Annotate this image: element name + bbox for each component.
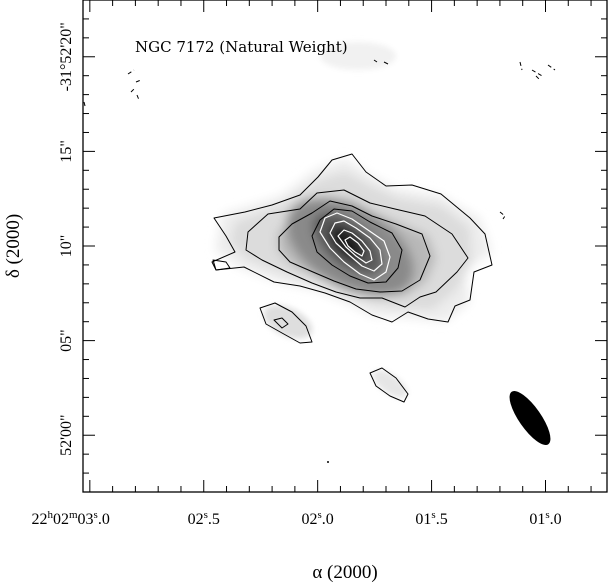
y-tick-labels: 52'00" 05" 10" 15" -31°52'20" xyxy=(58,22,75,456)
contour-level-1 xyxy=(211,153,493,323)
x-tick-label: 02s.0 xyxy=(302,509,334,528)
contour-lines xyxy=(83,59,556,463)
noise-speck-n xyxy=(373,59,389,65)
emission-island-s xyxy=(372,370,408,398)
y-tick-label: 52'00" xyxy=(58,415,75,456)
x-tick-label: 02s.5 xyxy=(188,509,220,528)
y-tick-label: -31°52'20" xyxy=(58,22,75,91)
noise-speck-w xyxy=(83,101,86,107)
synthesized-beam xyxy=(509,391,551,445)
y-tick-label: 05" xyxy=(58,329,75,352)
y-axis-label: δ (2000) xyxy=(3,214,24,278)
contour-island-sw xyxy=(259,302,313,344)
x-tick-label: 01s.5 xyxy=(415,509,447,528)
contour-level-3 xyxy=(278,200,431,293)
contour-island-sw-inner xyxy=(273,317,289,329)
contour-level-7 xyxy=(337,229,373,264)
negative-contour-e xyxy=(499,211,506,220)
negative-contours xyxy=(127,61,556,220)
chart-title: NGC 7172 (Natural Weight) xyxy=(135,38,348,56)
axis-ticks xyxy=(83,0,607,492)
contour-level-2 xyxy=(245,189,469,308)
negative-contour-nw xyxy=(127,69,142,101)
x-tick-label: 22h02m03s.0 xyxy=(31,509,109,528)
x-tick-label: 01s.0 xyxy=(529,509,561,528)
contour-island-w xyxy=(212,259,231,271)
contour-level-5 xyxy=(319,212,391,281)
emission-islands xyxy=(263,42,408,398)
emission-island-n xyxy=(320,42,396,70)
emission-island-sw xyxy=(263,305,313,339)
y-tick-label: 10" xyxy=(58,235,75,258)
contour-level-6 xyxy=(329,220,383,272)
contour-level-4 xyxy=(311,208,403,284)
contour-level-8 xyxy=(344,236,365,257)
x-tick-labels: 22h02m03s.0 02s.5 02s.0 01s.5 01s.0 xyxy=(31,509,561,528)
contour-island-s xyxy=(369,367,409,403)
x-axis-label: α (2000) xyxy=(312,562,377,583)
plot-area: 22h02m03s.0 02s.5 02s.0 01s.5 01s.0 52'00" 05… xyxy=(31,0,608,528)
y-tick-label: 15" xyxy=(58,140,75,163)
